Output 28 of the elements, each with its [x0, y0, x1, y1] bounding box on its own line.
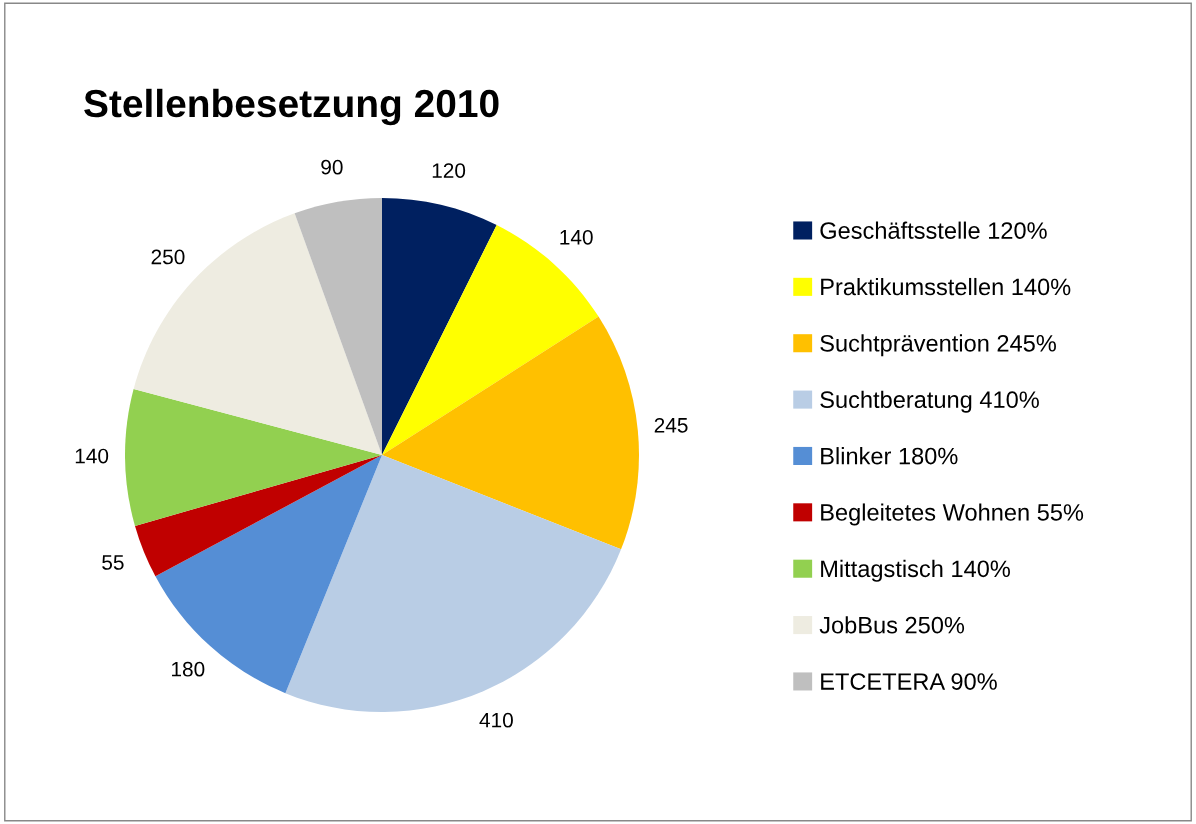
data-label: 250 — [151, 249, 185, 265]
pie-slice — [125, 388, 382, 526]
data-label: 410 — [479, 712, 513, 728]
legend-label: Suchtprävention 245% — [820, 334, 1056, 357]
data-label: 120 — [432, 163, 466, 178]
legend-label: Blinker 180% — [821, 447, 958, 465]
legend-label: Suchtberatung 410% — [820, 390, 1039, 413]
pie-slice — [294, 198, 382, 455]
legend-label: JobBus 250% — [819, 616, 965, 634]
pie-slice — [382, 316, 639, 550]
legend-label: Begleitetes Wohnen 55% — [821, 503, 1084, 526]
pie-slice — [155, 455, 382, 694]
pie-slice — [285, 455, 622, 712]
data-label: 140 — [560, 229, 593, 245]
data-label: 55 — [102, 555, 124, 570]
legend-label: Geschäftsstelle 120% — [820, 221, 1047, 239]
legend-label: Praktikumsstellen 140% — [821, 277, 1071, 296]
data-label: 90 — [321, 159, 343, 175]
legend-label: Mittagstisch 140% — [821, 559, 1010, 582]
data-label: 140 — [75, 448, 109, 464]
legend-label: ETCETERA 90% — [821, 673, 997, 690]
data-label: 180 — [172, 661, 205, 677]
pie-slice — [382, 198, 497, 455]
pie-slice — [133, 213, 382, 455]
pie-slice — [134, 455, 382, 577]
chart-title: Stellenbesetzung 2010 — [84, 88, 499, 126]
data-label: 245 — [654, 417, 688, 433]
pie-slice — [382, 225, 599, 455]
